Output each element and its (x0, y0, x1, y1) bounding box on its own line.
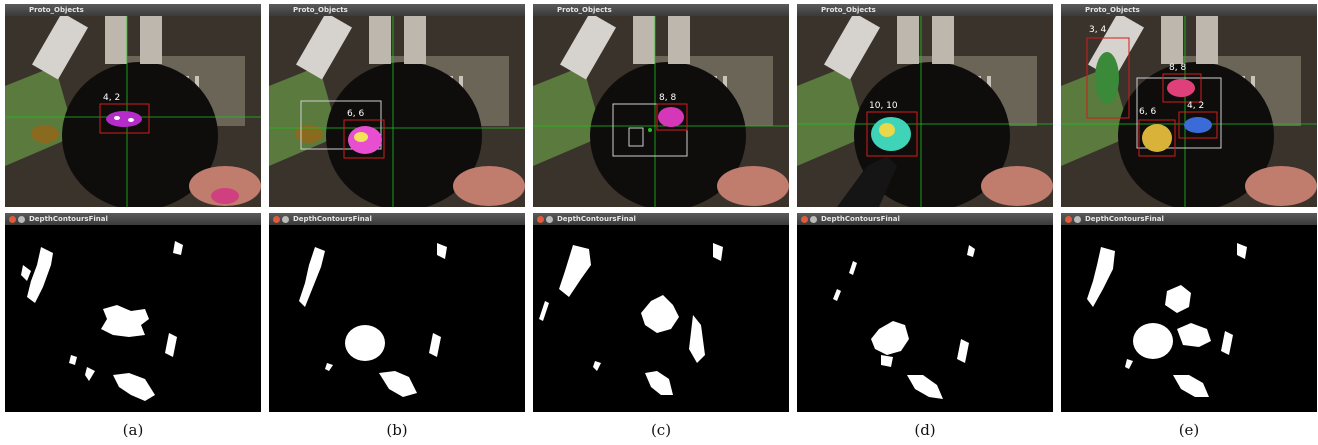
depth-contours-window: DepthContoursFinal (797, 213, 1053, 412)
panel-a: Proto_Objects 4, 2 DepthContoursFina (5, 4, 261, 412)
close-icon[interactable] (801, 216, 808, 223)
proto-objects-window: Proto_Objects 4, 2 (5, 4, 261, 207)
close-icon[interactable] (273, 216, 280, 223)
panel-c: Proto_Objects 8, 8 DepthContoursFinal (533, 4, 789, 412)
proto-objects-window: Proto_Objects 3, 4 8, 8 6, 6 (1061, 4, 1317, 207)
object-label: 4, 2 (1187, 101, 1204, 111)
window-titlebar: Proto_Objects (5, 4, 261, 16)
object-label: 3, 4 (1089, 25, 1106, 35)
depth-contours-window: DepthContoursFinal (5, 213, 261, 412)
window-titlebar: Proto_Objects (269, 4, 525, 16)
minimize-icon[interactable] (810, 216, 817, 223)
depth-contours-view (269, 225, 525, 412)
panel-d: Proto_Objects 10, 10 DepthContoursFinal (797, 4, 1053, 412)
caption-e: (e) (1178, 421, 1200, 439)
object-label: 6, 6 (347, 109, 364, 119)
camera-view: 3, 4 8, 8 6, 6 4, 2 (1061, 16, 1317, 207)
camera-view: 8, 8 (533, 16, 789, 207)
close-icon[interactable] (1065, 216, 1072, 223)
depth-contours-view (5, 225, 261, 412)
object-label: 8, 8 (659, 93, 676, 103)
depth-contours-window: DepthContoursFinal (269, 213, 525, 412)
caption-d: (d) (914, 421, 936, 439)
object-label: 10, 10 (869, 101, 898, 111)
window-titlebar: Proto_Objects (797, 4, 1053, 16)
window-title: Proto_Objects (557, 6, 612, 14)
window-title: DepthContoursFinal (293, 215, 372, 223)
window-title: Proto_Objects (821, 6, 876, 14)
minimize-icon[interactable] (18, 216, 25, 223)
window-title: DepthContoursFinal (1085, 215, 1164, 223)
depth-contours-view (533, 225, 789, 412)
proto-objects-window: Proto_Objects 8, 8 (533, 4, 789, 207)
object-label: 6, 6 (1139, 107, 1156, 117)
window-title: DepthContoursFinal (29, 215, 108, 223)
window-title: Proto_Objects (293, 6, 348, 14)
window-title: DepthContoursFinal (557, 215, 636, 223)
minimize-icon[interactable] (282, 216, 289, 223)
depth-contours-window: DepthContoursFinal (533, 213, 789, 412)
window-titlebar: DepthContoursFinal (797, 213, 1053, 225)
panel-b: Proto_Objects 6, 6 DepthContoursFinal (269, 4, 525, 412)
window-titlebar: DepthContoursFinal (269, 213, 525, 225)
panel-e: Proto_Objects 3, 4 8, 8 6, 6 (1061, 4, 1317, 412)
camera-view: 4, 2 (5, 16, 261, 207)
proto-objects-window: Proto_Objects 10, 10 (797, 4, 1053, 207)
window-titlebar: Proto_Objects (533, 4, 789, 16)
depth-contours-view (1061, 225, 1317, 412)
object-label: 4, 2 (103, 93, 120, 103)
proto-objects-window: Proto_Objects 6, 6 (269, 4, 525, 207)
depth-contours-window: DepthContoursFinal (1061, 213, 1317, 412)
window-titlebar: Proto_Objects (1061, 4, 1317, 16)
minimize-icon[interactable] (1074, 216, 1081, 223)
window-title: Proto_Objects (1085, 6, 1140, 14)
camera-view: 6, 6 (269, 16, 525, 207)
minimize-icon[interactable] (546, 216, 553, 223)
camera-view: 10, 10 (797, 16, 1053, 207)
close-icon[interactable] (9, 216, 16, 223)
object-label: 8, 8 (1169, 63, 1186, 73)
window-titlebar: DepthContoursFinal (1061, 213, 1317, 225)
caption-b: (b) (386, 421, 408, 439)
window-title: DepthContoursFinal (821, 215, 900, 223)
window-titlebar: DepthContoursFinal (533, 213, 789, 225)
depth-contours-view (797, 225, 1053, 412)
caption-a: (a) (122, 421, 144, 439)
close-icon[interactable] (537, 216, 544, 223)
window-title: Proto_Objects (29, 6, 84, 14)
window-titlebar: DepthContoursFinal (5, 213, 261, 225)
caption-c: (c) (650, 421, 672, 439)
